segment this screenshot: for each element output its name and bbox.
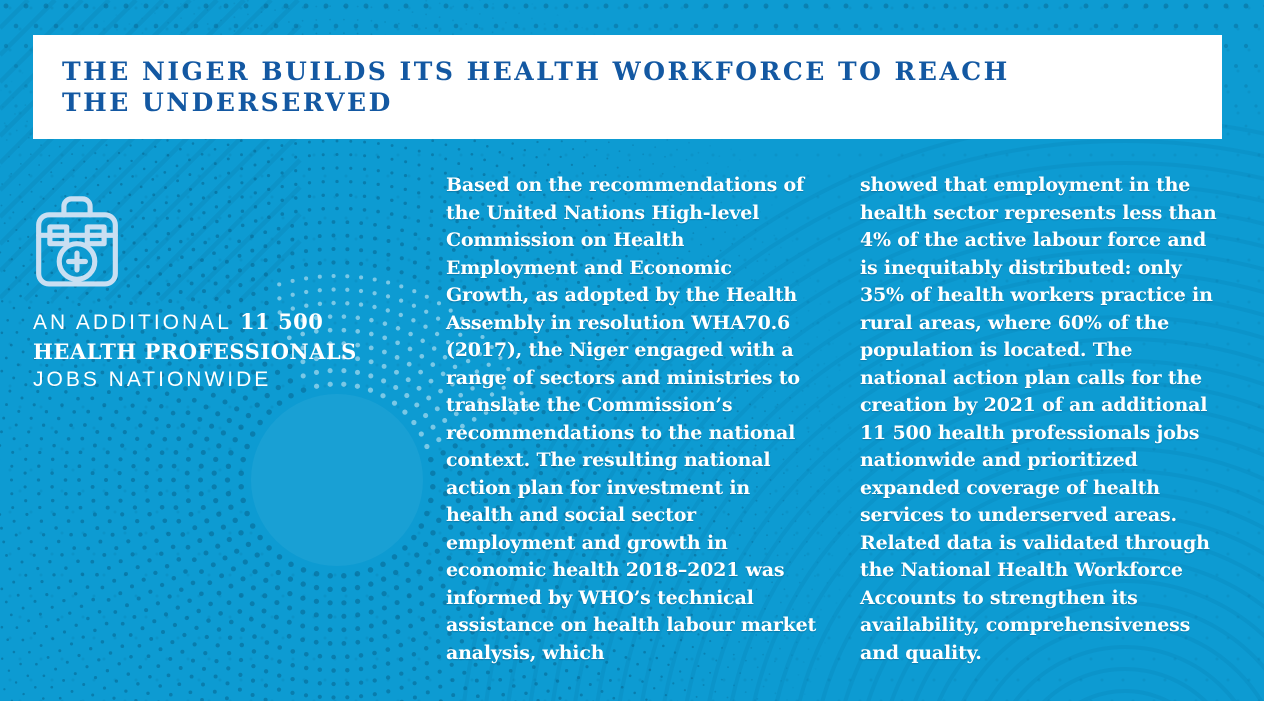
stat-highlight-text: HEALTH PROFESSIONALS [33, 339, 357, 364]
body-column-1: Based on the recommendations of the Unit… [446, 174, 817, 664]
stat-prefix: AN ADDITIONAL [33, 311, 232, 334]
body-column-2: showed that employment in the health sec… [860, 174, 1217, 664]
stat-suffix: JOBS NATIONWIDE [33, 368, 272, 391]
first-aid-kit-icon [34, 190, 120, 290]
stat-highlight-number: 11 500 [239, 309, 324, 334]
stat-line-1: AN ADDITIONAL 11 500 [33, 308, 443, 338]
header-banner: THE NIGER BUILDS ITS HEALTH WORKFORCE TO… [33, 35, 1222, 139]
stat-label: AN ADDITIONAL 11 500 HEALTH PROFESSIONAL… [33, 308, 443, 394]
page-title: THE NIGER BUILDS ITS HEALTH WORKFORCE TO… [62, 57, 1010, 117]
